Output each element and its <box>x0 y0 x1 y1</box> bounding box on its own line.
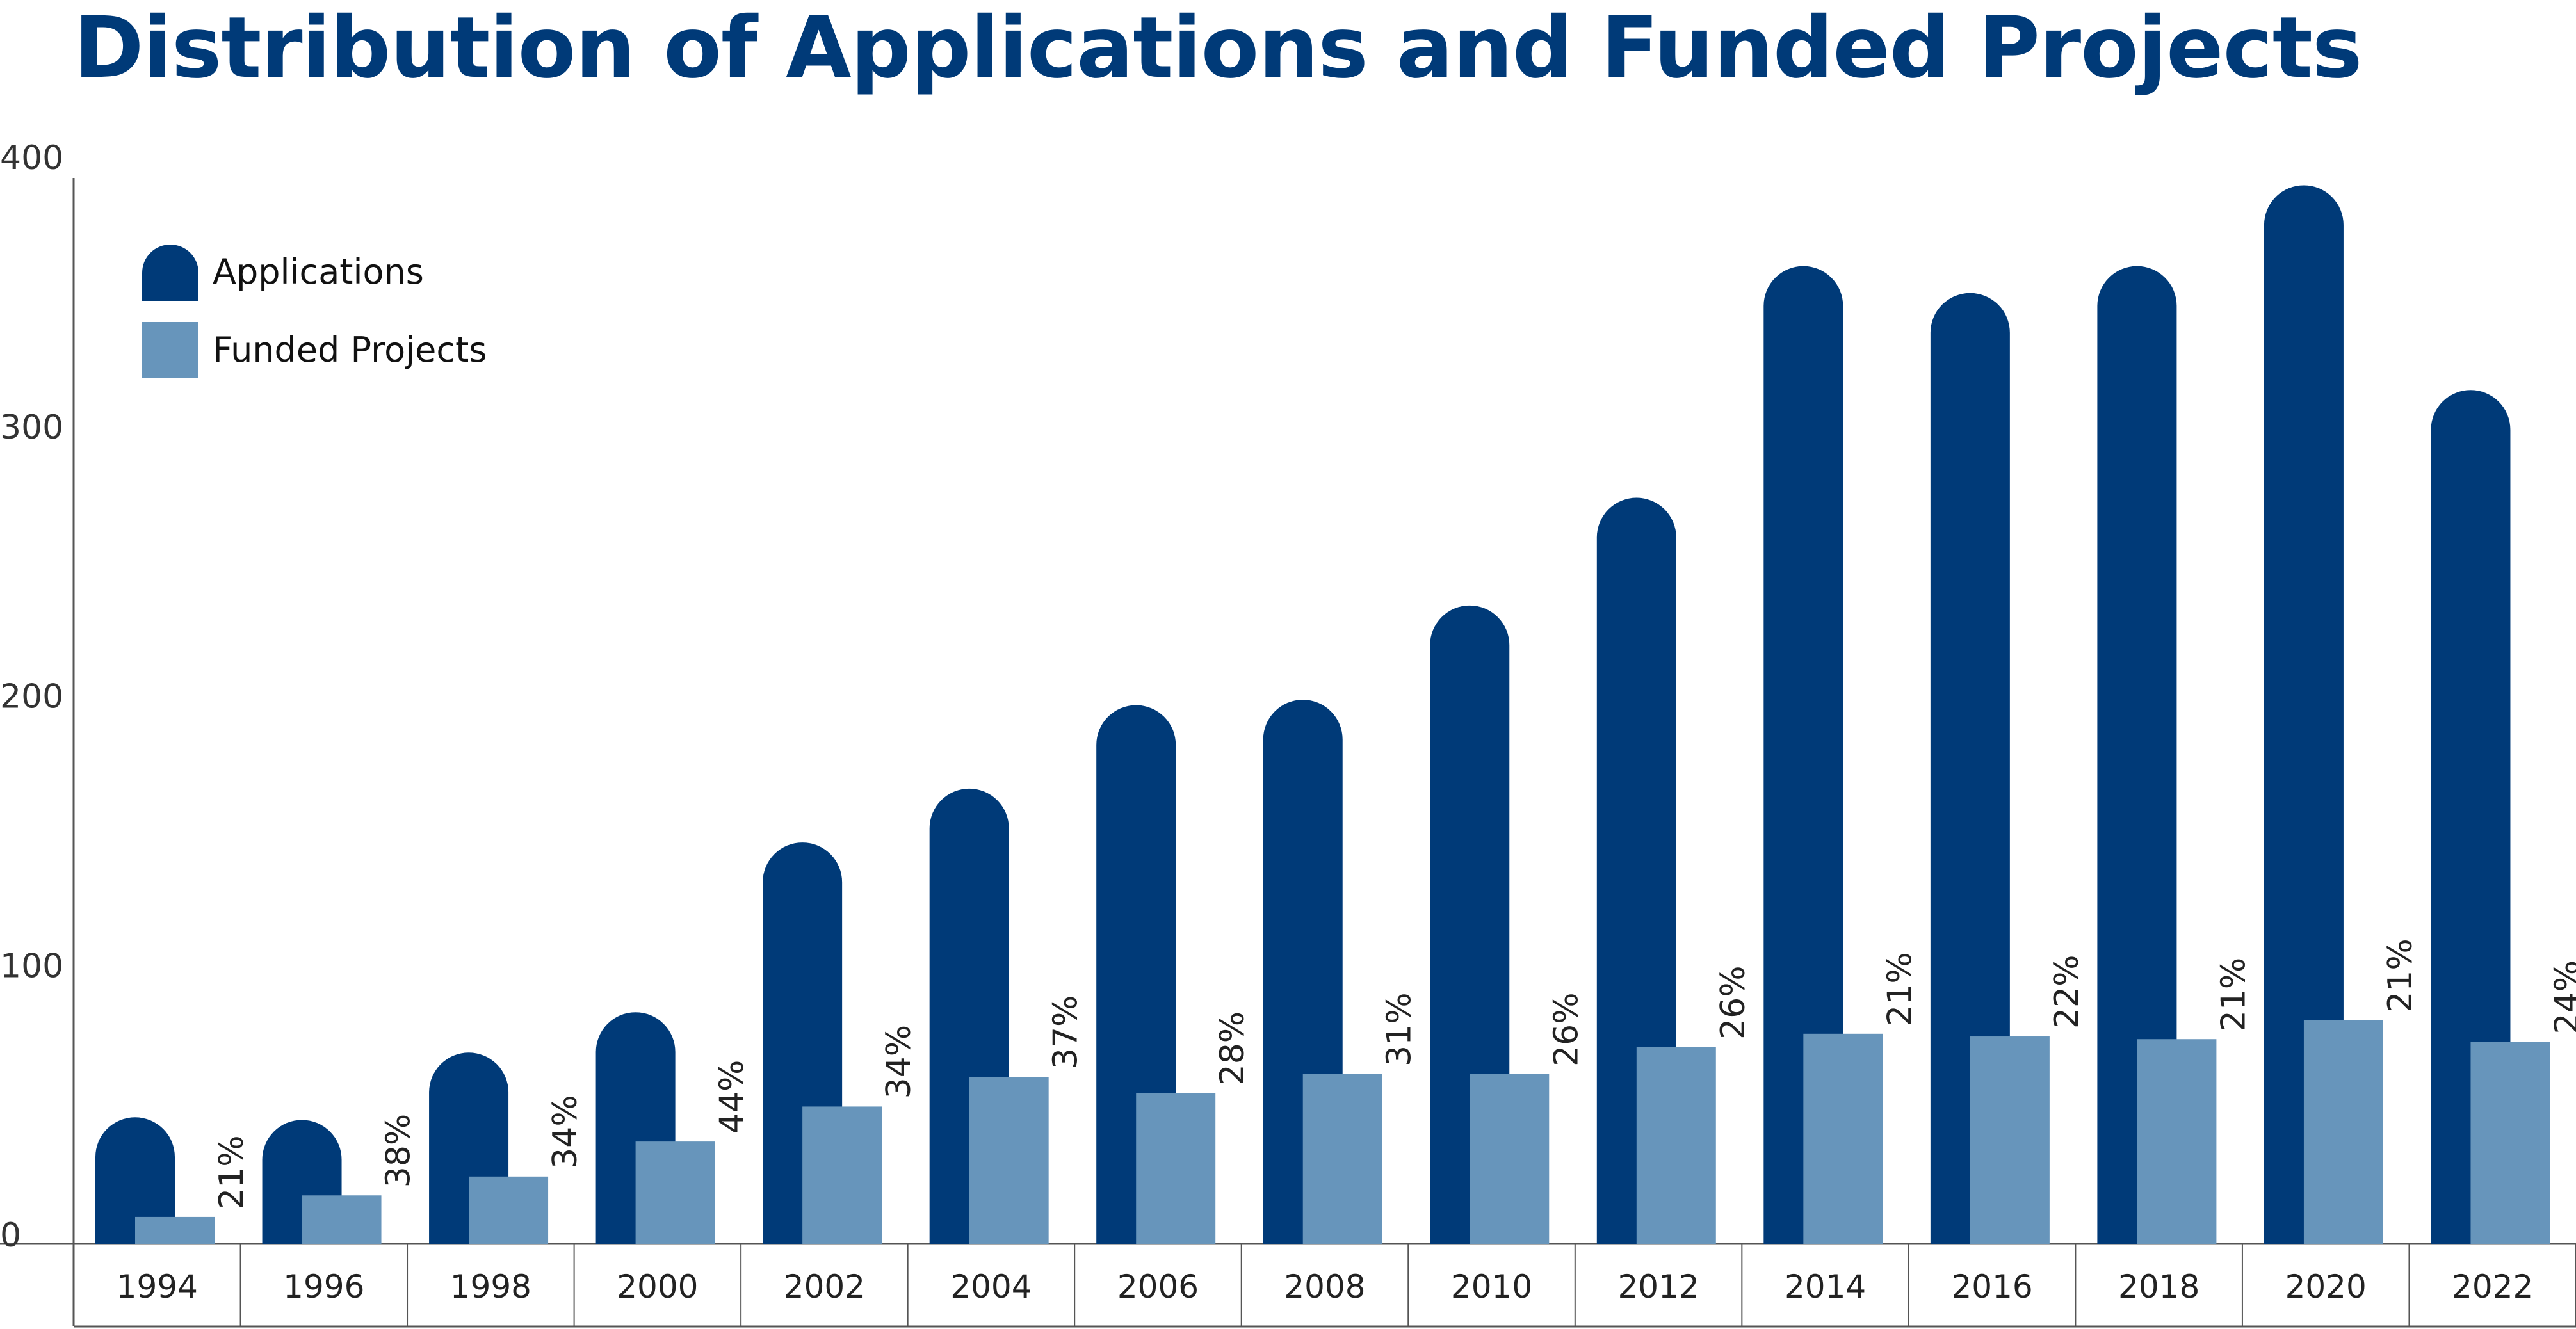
x-tick-label: 2006 <box>1117 1268 1199 1305</box>
funded-projects-bar <box>1470 1074 1550 1244</box>
y-tick-label: 0 <box>0 1216 21 1255</box>
funded-percent-label: 34% <box>546 1095 585 1169</box>
funded-percent-label: 21% <box>1881 952 1919 1026</box>
funded-percent-label: 22% <box>2048 954 2086 1029</box>
legend-funded-swatch <box>142 322 198 378</box>
funded-projects-bar <box>2470 1042 2550 1244</box>
applications-bar <box>2097 266 2177 1244</box>
x-tick-label: 1998 <box>450 1268 531 1305</box>
funded-percent-label: 28% <box>1213 1011 1252 1086</box>
funded-percent-label: 26% <box>1714 965 1753 1040</box>
x-tick-label: 2008 <box>1284 1268 1365 1305</box>
funded-projects-bar <box>2303 1020 2383 1244</box>
funded-projects-bar <box>2137 1039 2217 1244</box>
labels: 21% 1994 38% 1996 34% 1998 44% 2000 34% 2002 37% 20… <box>117 938 2576 1305</box>
funded-projects-bar <box>135 1216 215 1244</box>
x-tick-label: 2014 <box>1785 1268 1866 1305</box>
funded-percent-label: 26% <box>1547 992 1585 1067</box>
applications-bar <box>1930 293 2010 1244</box>
x-tick-label: 2016 <box>1952 1268 2033 1305</box>
applications-bar <box>2264 185 2344 1244</box>
legend: Applications Funded Projects <box>142 245 487 378</box>
y-tick-label: 300 <box>0 408 63 447</box>
funded-projects-bar <box>802 1106 882 1244</box>
y-tick-label: 100 <box>0 947 63 985</box>
funded-percent-label: 24% <box>2548 960 2576 1035</box>
funded-projects-bar <box>1803 1033 1883 1244</box>
x-tick-label: 2020 <box>2285 1268 2367 1305</box>
funded-projects-bar <box>969 1077 1049 1244</box>
applications-bar <box>2431 390 2511 1244</box>
funded-percent-label: 38% <box>380 1114 418 1188</box>
x-tick-label: 2000 <box>617 1268 698 1305</box>
chart-title: Distribution of Applications and Funded … <box>74 0 2362 97</box>
x-tick-label: 1996 <box>283 1268 364 1305</box>
x-tick-label: 2010 <box>1451 1268 1532 1305</box>
x-tick-label: 2022 <box>2452 1268 2533 1305</box>
x-tick-label: 2004 <box>950 1268 1032 1305</box>
funded-percent-label: 21% <box>2214 958 2253 1032</box>
y-tick-label: 400 <box>0 139 63 177</box>
x-tick-label: 2002 <box>784 1268 865 1305</box>
funded-percent-label: 21% <box>2381 938 2420 1013</box>
funded-projects-bar <box>469 1176 549 1244</box>
funded-projects-bar <box>302 1195 382 1244</box>
funded-projects-bar <box>635 1141 715 1244</box>
x-tick-label: 2018 <box>2118 1268 2199 1305</box>
applications-bar <box>95 1117 175 1244</box>
applications-bar <box>1763 266 1843 1244</box>
funded-percent-label: 34% <box>880 1025 918 1099</box>
funded-projects-bar <box>1970 1036 2050 1244</box>
bars <box>95 185 2550 1244</box>
legend-applications-swatch <box>142 245 198 301</box>
funded-projects-bar <box>1636 1047 1716 1244</box>
funded-percent-label: 21% <box>213 1135 251 1209</box>
legend-funded-label: Funded Projects <box>213 330 487 370</box>
x-tick-label: 2012 <box>1617 1268 1699 1305</box>
funded-percent-label: 31% <box>1381 992 1419 1067</box>
funded-projects-bar <box>1136 1093 1216 1244</box>
x-tick-label: 1994 <box>117 1268 198 1305</box>
y-tick-label: 200 <box>0 678 63 716</box>
funded-projects-bar <box>1302 1074 1382 1244</box>
legend-applications-label: Applications <box>213 252 424 292</box>
funded-percent-label: 37% <box>1047 995 1085 1070</box>
funded-percent-label: 44% <box>713 1060 752 1134</box>
